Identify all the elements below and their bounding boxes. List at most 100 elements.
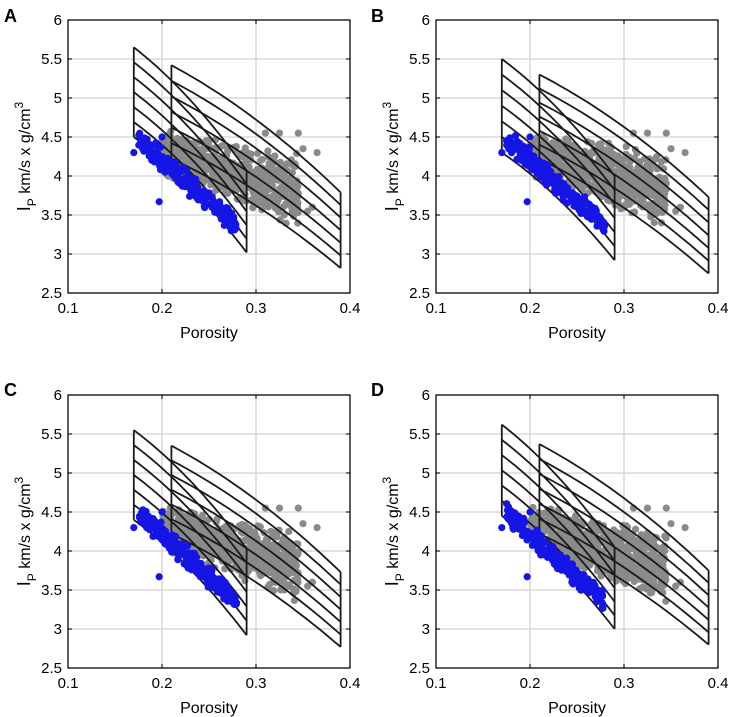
y-tick-label: 3: [422, 621, 430, 638]
y-axis-label: IP km/s x g/cm3: [12, 101, 39, 211]
template-line: [170, 503, 342, 623]
point-gray: [241, 144, 249, 152]
template-line: [170, 64, 342, 194]
point-blue: [515, 525, 524, 533]
point-blue: [179, 180, 188, 189]
point-blue: [577, 197, 585, 205]
point-blue: [218, 577, 226, 585]
y-tick-label: 3.5: [41, 582, 62, 599]
template-line: [539, 129, 710, 249]
point-gray: [639, 583, 647, 591]
template-line: [133, 106, 248, 226]
point-gray: [271, 557, 279, 565]
point-blue: [222, 595, 230, 603]
point-gray: [249, 541, 257, 549]
point-gray: [264, 147, 272, 155]
point-blue: [569, 580, 577, 588]
point-gray: [294, 504, 302, 512]
point-gray: [290, 560, 298, 568]
point-gray: [265, 159, 273, 168]
x-axis-label: Porosity: [180, 700, 238, 717]
y-tick-label: 4: [422, 168, 430, 185]
point-blue: [192, 186, 201, 194]
point-blue: [158, 508, 166, 516]
point-blue: [576, 576, 584, 584]
point-gray: [667, 145, 675, 153]
y-tick-label: 5.5: [41, 426, 62, 443]
point-blue: [528, 541, 537, 550]
point-blue: [593, 222, 601, 230]
point-blue: [567, 190, 576, 198]
point-gray: [204, 152, 212, 161]
x-axis-label: Porosity: [180, 325, 238, 342]
x-ticks: 0.1 0.2 0.3 0.4: [426, 395, 728, 692]
point-gray: [617, 554, 625, 562]
x-tick-label: 0.1: [426, 675, 447, 692]
template-line: [170, 126, 342, 244]
point-blue: [156, 143, 165, 151]
point-gray: [293, 575, 302, 583]
point-gray: [662, 129, 670, 137]
template-line: [539, 157, 710, 275]
point-gray: [271, 152, 279, 160]
point-blue: [171, 174, 180, 182]
point-gray: [582, 546, 591, 554]
template-line: [170, 459, 342, 586]
point-gray: [622, 558, 630, 567]
point-blue: [581, 585, 590, 593]
template-line: [170, 80, 342, 206]
point-blue: [153, 157, 161, 165]
point-gray: [529, 514, 537, 523]
point-blue: [171, 532, 180, 540]
y-tick-label: 2.5: [41, 660, 62, 677]
point-gray: [562, 135, 570, 143]
template-line: [501, 484, 616, 603]
y-tick-label: 6: [422, 387, 430, 404]
template-line: [539, 532, 710, 646]
point-gray: [644, 201, 652, 209]
point-blue: [201, 204, 209, 212]
plot-area: [498, 423, 710, 646]
point-gray: [659, 198, 667, 206]
panel-letter: A: [4, 6, 17, 26]
point-blue: [193, 194, 201, 202]
point-blue: [511, 131, 520, 140]
point-gray: [313, 524, 321, 532]
y-tick-label: 6: [422, 12, 430, 29]
point-blue: [179, 167, 187, 175]
point-gray: [639, 570, 647, 579]
x-axis-label: Porosity: [548, 700, 606, 717]
series-blue: [498, 131, 609, 235]
point-blue: [535, 544, 543, 553]
point-blue: [589, 205, 597, 213]
point-blue: [543, 161, 551, 169]
y-axis-label: IP km/s x g/cm3: [380, 101, 407, 211]
axes-box: [435, 19, 719, 294]
y-tick-label: 4.5: [409, 129, 430, 146]
point-gray: [571, 529, 579, 538]
point-blue: [155, 573, 163, 581]
x-tick-label: 0.4: [708, 300, 729, 317]
template-line: [538, 115, 710, 236]
point-gray: [639, 195, 647, 203]
point-gray: [198, 511, 206, 520]
point-blue: [148, 141, 156, 149]
point-blue: [217, 206, 225, 214]
point-gray: [650, 578, 658, 586]
point-blue: [532, 164, 540, 172]
point-blue: [598, 599, 606, 607]
point-blue: [207, 193, 216, 201]
point-blue: [136, 518, 145, 526]
template-line: [538, 87, 710, 211]
point-gray: [273, 533, 281, 541]
point-blue: [503, 512, 511, 521]
point-blue: [555, 181, 563, 189]
point-gray: [292, 586, 300, 595]
point-blue: [219, 214, 228, 222]
template-line: [539, 518, 710, 633]
point-gray: [560, 163, 568, 171]
point-gray: [560, 521, 568, 529]
point-blue: [498, 149, 506, 157]
point-gray: [247, 150, 255, 158]
point-blue: [135, 512, 144, 520]
